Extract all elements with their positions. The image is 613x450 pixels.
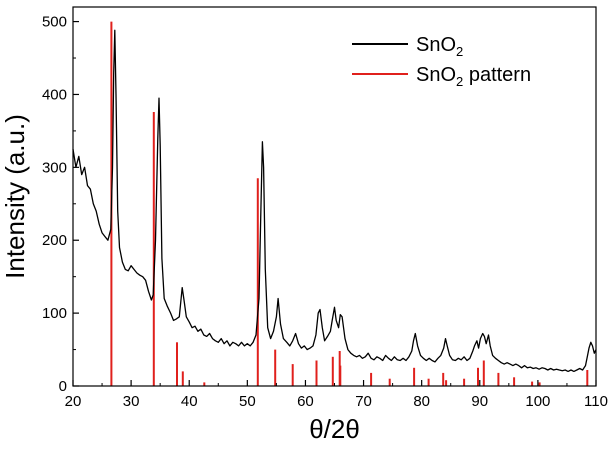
y-axis-ticks: 0 100 200 300 400 500 bbox=[42, 14, 79, 395]
x-tick-label: 70 bbox=[355, 393, 372, 410]
measured-series-layer bbox=[72, 29, 597, 373]
x-tick-label: 50 bbox=[239, 393, 256, 410]
y-axis-label: Intensity (a.u.) bbox=[0, 114, 30, 279]
y-tick-label: 100 bbox=[42, 305, 67, 322]
x-tick-label: 60 bbox=[297, 393, 314, 410]
x-tick-label: 100 bbox=[525, 393, 550, 410]
y-tick-label: 300 bbox=[42, 159, 67, 176]
x-axis-ticks: 20 30 40 50 60 70 80 90 100 110 bbox=[65, 380, 608, 410]
y-tick-label: 500 bbox=[42, 14, 67, 31]
x-tick-label: 40 bbox=[181, 393, 198, 410]
legend-label: SnO2 pattern bbox=[416, 64, 531, 89]
y-tick-label: 400 bbox=[42, 86, 67, 103]
x-tick-label: 30 bbox=[123, 393, 140, 410]
y-tick-label: 200 bbox=[42, 232, 67, 249]
x-tick-label: 110 bbox=[584, 393, 608, 410]
x-tick-label: 90 bbox=[471, 393, 488, 410]
x-tick-label: 80 bbox=[413, 393, 430, 410]
y-tick-label: 0 bbox=[59, 378, 67, 395]
x-tick-label: 20 bbox=[65, 393, 82, 410]
series-line-sno2 bbox=[72, 29, 597, 373]
x-axis-label: θ/2θ bbox=[309, 414, 360, 444]
legend-label: SnO2 bbox=[416, 34, 463, 59]
legend: SnO2 SnO2 pattern bbox=[352, 34, 531, 89]
